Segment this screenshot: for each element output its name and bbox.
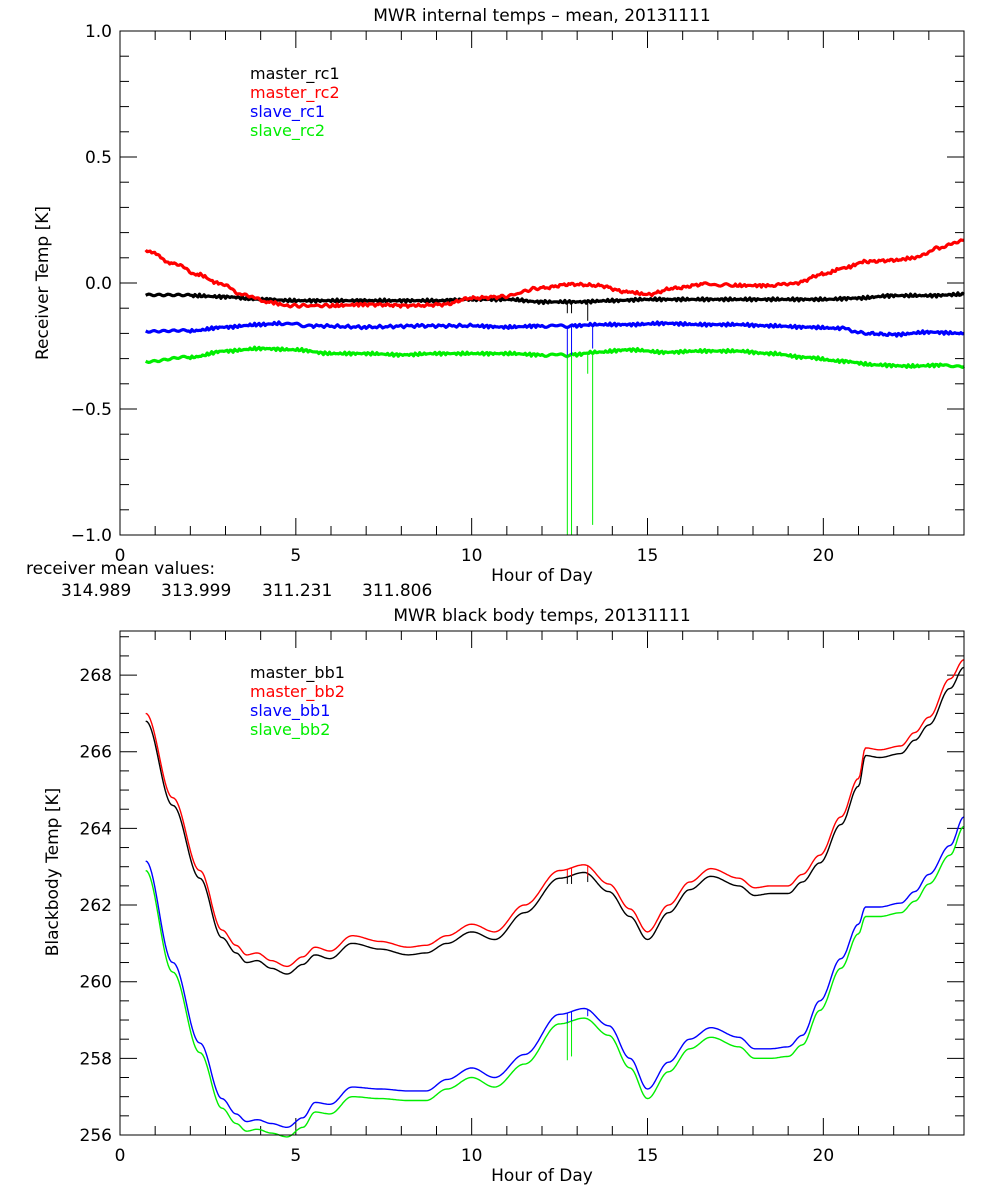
receiver-temp-plot: MWR internal temps – mean, 20131111 Hour…	[26, 6, 965, 601]
y-tick-label: −0.5	[71, 400, 112, 420]
y-tick-label: 256	[80, 1126, 112, 1146]
legend-item: master_bb1	[250, 663, 345, 683]
x-tick-label: 10	[461, 546, 483, 566]
y-tick-label: 266	[80, 743, 112, 763]
x-tick-label: 0	[115, 1146, 126, 1166]
axis-ticks: 0 5 10 15 20 1.0 0.5 0.0 −0.5 −1.0	[71, 22, 965, 566]
y-tick-label: 268	[80, 666, 112, 686]
legend-item: master_bb2	[250, 682, 345, 702]
legend-item: master_rc1	[250, 64, 340, 84]
x-tick-label: 20	[813, 1146, 835, 1166]
x-tick-label: 10	[461, 1146, 483, 1166]
y-axis-label: Blackbody Temp [K]	[43, 788, 63, 957]
x-tick-label: 15	[637, 546, 659, 566]
plot-title: MWR internal temps – mean, 20131111	[373, 6, 711, 26]
mean-value-slave-rc1: 311.231	[262, 581, 332, 601]
y-tick-label: 262	[80, 896, 112, 916]
x-tick-label: 5	[290, 546, 301, 566]
series-line-master-bb2	[145, 659, 965, 968]
y-tick-label: 1.0	[85, 22, 112, 42]
y-tick-label: 0.0	[85, 274, 112, 294]
y-tick-label: 0.5	[85, 148, 112, 168]
x-axis-label: Hour of Day	[491, 566, 593, 586]
axis-ticks: 0 5 10 15 20 256 258 260 262 264 266 268	[80, 631, 965, 1166]
y-tick-label: 264	[80, 819, 112, 839]
legend: master_rc1 master_rc2 slave_rc1 slave_rc…	[250, 64, 340, 141]
plot-frame	[119, 30, 965, 536]
x-tick-label: 15	[637, 1146, 659, 1166]
series-line-slave-rc2	[144, 345, 965, 369]
x-tick-label: 5	[290, 1146, 301, 1166]
legend-item: slave_rc1	[250, 102, 325, 122]
y-tick-label: 260	[80, 973, 112, 993]
y-axis-label: Receiver Temp [K]	[33, 206, 53, 360]
legend-item: slave_bb1	[250, 701, 330, 721]
mean-value-master-rc2: 313.999	[161, 581, 231, 601]
x-axis-label: Hour of Day	[491, 1166, 593, 1186]
x-tick-label: 0	[115, 546, 126, 566]
series-line-slave-bb2	[145, 825, 965, 1138]
legend-item: slave_bb2	[250, 720, 330, 740]
mean-values-label: receiver mean values:	[26, 559, 215, 579]
legend: master_bb1 master_bb2 slave_bb1 slave_bb…	[250, 663, 345, 740]
plot-frame	[119, 630, 965, 1136]
series-line-master-rc1	[145, 291, 965, 305]
y-tick-label: −1.0	[71, 526, 112, 546]
y-tick-label: 258	[80, 1049, 112, 1069]
series-lines	[144, 238, 965, 535]
blackbody-temp-plot: MWR black body temps, 20131111 Hour of D…	[43, 606, 965, 1186]
series-line-master-rc2	[144, 238, 965, 309]
series-line-slave-rc1	[145, 320, 965, 338]
series-line-master-bb1	[145, 666, 965, 975]
series-line-slave-bb1	[145, 816, 965, 1129]
legend-item: master_rc2	[250, 83, 340, 103]
plot-title: MWR black body temps, 20131111	[393, 606, 690, 626]
series-lines	[145, 659, 965, 1138]
x-tick-label: 20	[813, 546, 835, 566]
legend-item: slave_rc2	[250, 121, 325, 141]
mean-values: 314.989 313.999 311.231 311.806	[61, 581, 432, 601]
mean-value-master-rc1: 314.989	[61, 581, 131, 601]
mean-value-slave-rc2: 311.806	[362, 581, 432, 601]
